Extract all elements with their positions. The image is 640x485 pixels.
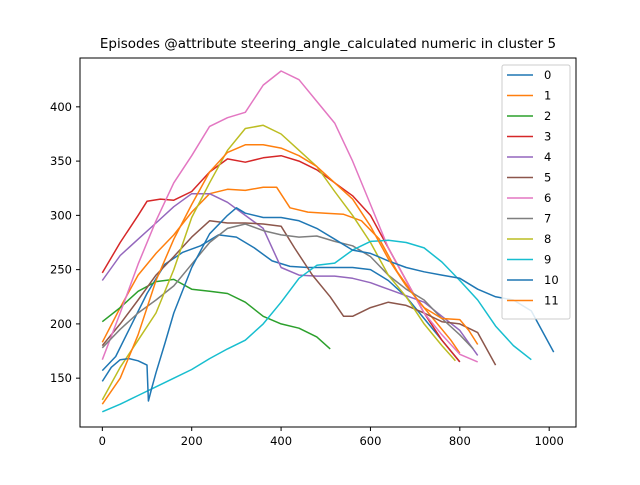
series-line-4 xyxy=(101,192,479,356)
x-tick-label: 600 xyxy=(359,434,381,448)
y-tick-label: 250 xyxy=(50,263,72,277)
x-tick-label: 1000 xyxy=(535,434,564,448)
legend-label: 3 xyxy=(544,130,551,144)
plot-frame xyxy=(79,57,577,428)
legend: 0 1 2 3 4 5 6 7 8 9 10 11 xyxy=(501,64,571,320)
x-tick-label: 400 xyxy=(270,434,292,448)
legend-label: 2 xyxy=(544,109,551,123)
series-layer xyxy=(101,70,555,413)
legend-label: 9 xyxy=(544,253,551,267)
series-line-1 xyxy=(101,186,461,354)
y-tick-label: 150 xyxy=(50,371,72,385)
legend-label: 8 xyxy=(544,232,551,246)
legend-label: 6 xyxy=(544,191,551,205)
legend-label: 4 xyxy=(544,150,551,164)
legend-label: 0 xyxy=(544,68,551,82)
series-line-8 xyxy=(101,124,456,401)
series-line-6 xyxy=(101,70,478,363)
chart-title: Episodes @attribute steering_angle_calcu… xyxy=(100,36,556,52)
x-tick-label: 800 xyxy=(449,434,471,448)
series-line-2 xyxy=(101,278,331,350)
y-axis: 150 200 250 300 350 400 xyxy=(50,100,80,385)
legend-box xyxy=(501,64,571,320)
series-line-5 xyxy=(101,220,497,366)
series-line-3 xyxy=(101,154,461,363)
series-line-10 xyxy=(101,207,555,402)
y-tick-label: 300 xyxy=(50,208,72,222)
series-line-11 xyxy=(101,144,479,405)
legend-label: 11 xyxy=(544,294,559,308)
legend-label: 5 xyxy=(544,171,551,185)
legend-label: 10 xyxy=(544,273,559,287)
x-tick-label: 200 xyxy=(181,434,203,448)
series-line-9 xyxy=(102,239,532,413)
y-tick-label: 400 xyxy=(50,100,72,114)
legend-label: 1 xyxy=(544,89,551,103)
x-axis: 0 200 400 600 800 1000 xyxy=(99,427,564,448)
y-tick-label: 350 xyxy=(50,154,72,168)
x-tick-label: 0 xyxy=(99,434,106,448)
y-tick-label: 200 xyxy=(50,317,72,331)
legend-label: 7 xyxy=(544,212,551,226)
series-line-7 xyxy=(101,223,474,350)
